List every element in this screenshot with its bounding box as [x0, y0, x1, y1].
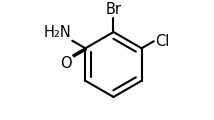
Text: Br: Br — [106, 2, 122, 17]
Text: O: O — [61, 56, 72, 71]
Text: Cl: Cl — [155, 34, 169, 49]
Text: H₂N: H₂N — [44, 25, 71, 40]
